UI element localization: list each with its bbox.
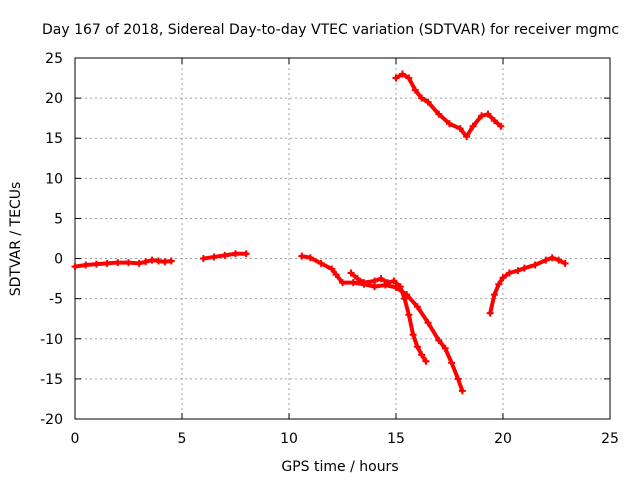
- x-axis-label: GPS time / hours: [281, 459, 398, 475]
- series-trace: [394, 72, 503, 139]
- y-axis-label: SDTVAR / TECUs: [8, 182, 24, 297]
- y-tick-label: 20: [45, 91, 63, 107]
- grid-layer: [75, 58, 610, 419]
- series-trace: [73, 258, 174, 269]
- y-tick-label: -15: [40, 372, 63, 388]
- series-trace: [488, 255, 568, 316]
- y-tick-label: 15: [45, 131, 63, 147]
- series-trace: [349, 270, 428, 364]
- plot-area-frame: [74, 57, 611, 420]
- x-tick-label: 20: [494, 431, 512, 447]
- series-arc2: [199, 250, 250, 263]
- points-layer: [71, 70, 569, 395]
- series-arc6: [486, 254, 569, 317]
- y-tick-label: 5: [54, 211, 63, 227]
- y-tick-label: 0: [54, 252, 63, 268]
- x-tick-label: 25: [601, 431, 619, 447]
- x-tick-label: 0: [71, 431, 80, 447]
- chart-title: Day 167 of 2018, Sidereal Day-to-day VTE…: [42, 22, 619, 38]
- series-arc4: [347, 269, 430, 365]
- x-tick-label: 5: [178, 431, 187, 447]
- y-tick-label: -10: [40, 332, 63, 348]
- y-tick-label: 25: [45, 51, 63, 67]
- series-trace: [299, 254, 465, 393]
- y-tick-label: 10: [45, 171, 63, 187]
- x-tick-label: 10: [280, 431, 298, 447]
- x-tick-label: 15: [387, 431, 405, 447]
- y-tick-label: -20: [40, 412, 63, 428]
- series-arc3: [298, 252, 466, 395]
- series-trace: [201, 251, 249, 261]
- y-tick-label: -5: [49, 292, 63, 308]
- series-arc1: [71, 256, 175, 271]
- series-arc5: [392, 70, 505, 141]
- tick-layer: 0 5 10 15 20 25 -20 -15 -10 -5 0 5 10 15 20 25: [40, 51, 619, 447]
